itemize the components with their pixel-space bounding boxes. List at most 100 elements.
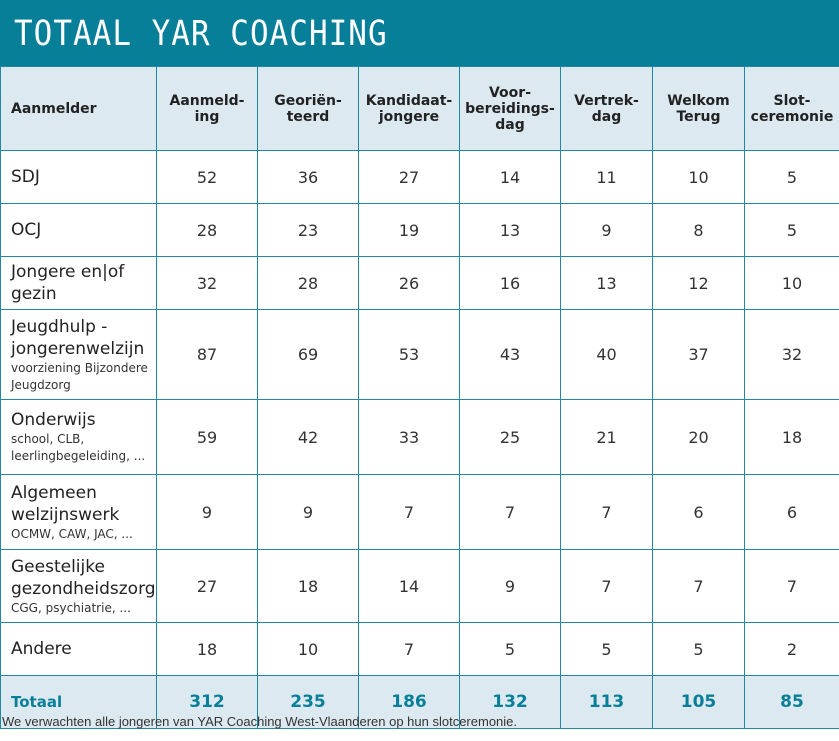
table-cell: 87 xyxy=(156,309,258,400)
table-cell: 5 xyxy=(744,203,839,257)
table-cell: 11 xyxy=(560,150,653,204)
table-cell: 53 xyxy=(358,309,460,400)
table-cell: 9 xyxy=(257,474,359,550)
table-cell: 32 xyxy=(156,256,258,310)
table-cell: 28 xyxy=(257,256,359,310)
header-text: bereidings- xyxy=(465,100,555,117)
title-banner: TOTAAL YAR COACHING xyxy=(0,0,839,66)
row-label: Andere xyxy=(0,622,157,676)
table-row: Onderwijs school, CLB, leerlingbegeleiding… xyxy=(0,399,839,475)
total-cell: 186 xyxy=(358,675,460,729)
table-row: Algemeen welzijnswerk OCMW, CAW, JAC, ... 9… xyxy=(0,474,839,550)
table-cell: 27 xyxy=(358,150,460,204)
total-cell: 105 xyxy=(652,675,745,729)
table-cell: 32 xyxy=(744,309,839,400)
table-cell: 7 xyxy=(560,474,653,550)
column-header: Welkom Terug xyxy=(652,66,745,151)
total-cell: 85 xyxy=(744,675,839,729)
table-cell: 7 xyxy=(459,474,561,550)
column-header: Aanmeld-ing xyxy=(156,66,258,151)
table-cell: 23 xyxy=(257,203,359,257)
table-cell: 33 xyxy=(358,399,460,475)
table-cell: 20 xyxy=(652,399,745,475)
header-text: ing xyxy=(194,108,220,125)
row-label-text: Andere xyxy=(11,639,72,659)
total-cell: 235 xyxy=(257,675,359,729)
header-text: ceremonie xyxy=(750,108,834,125)
table-cell: 9 xyxy=(560,203,653,257)
total-label: Totaal xyxy=(0,675,157,729)
table-cell: 8 xyxy=(652,203,745,257)
row-label-text: jongerenwelzijn xyxy=(11,338,145,359)
table-cell: 36 xyxy=(257,150,359,204)
table-cell: 7 xyxy=(358,622,460,676)
table-cell: 10 xyxy=(744,256,839,310)
header-text: Aanmelder xyxy=(11,100,97,117)
table-cell: 13 xyxy=(560,256,653,310)
total-row: Totaal 312 235 186 132 113 105 85 xyxy=(0,675,839,729)
row-label: Geestelijke gezondheidszorg CGG, psychiatr… xyxy=(0,549,157,623)
table-cell: 5 xyxy=(459,622,561,676)
row-label: Onderwijs school, CLB, leerlingbegeleiding… xyxy=(0,399,157,475)
table-cell: 27 xyxy=(156,549,258,623)
header-text: Slot- xyxy=(773,92,811,109)
table-cell: 37 xyxy=(652,309,745,400)
row-label: Jeugdhulp - jongerenwelzijn voorziening Bi… xyxy=(0,309,157,400)
table-cell: 12 xyxy=(652,256,745,310)
row-label-detail: voorziening Bijzondere xyxy=(11,360,148,375)
row-label-text: Onderwijs xyxy=(11,410,96,430)
column-header: Slot-ceremonie xyxy=(744,66,839,151)
row-label-detail: Jeugdzorg xyxy=(11,377,71,392)
table-cell: 42 xyxy=(257,399,359,475)
table-row: OCJ 28 23 19 13 9 8 5 xyxy=(0,203,839,257)
header-text: jongere xyxy=(378,108,440,125)
table-cell: 7 xyxy=(744,549,839,623)
table-cell: 26 xyxy=(358,256,460,310)
table-cell: 5 xyxy=(652,622,745,676)
row-label: Algemeen welzijnswerk OCMW, CAW, JAC, ... xyxy=(0,474,157,550)
table-cell: 52 xyxy=(156,150,258,204)
header-text: Welkom xyxy=(667,92,730,109)
row-label-text: gezin xyxy=(11,284,57,304)
header-text: teerd xyxy=(286,108,330,125)
row-label-text: welzijnswerk xyxy=(11,504,120,525)
table-cell: 18 xyxy=(156,622,258,676)
table-cell: 40 xyxy=(560,309,653,400)
row-label-text: Jeugdhulp - xyxy=(11,316,108,337)
header-text: Voor- xyxy=(488,84,532,101)
column-header: Voor-bereidings-dag xyxy=(459,66,561,151)
header-text: Aanmeld- xyxy=(169,92,245,109)
table-cell: 9 xyxy=(156,474,258,550)
table-cell: 14 xyxy=(459,150,561,204)
row-label-text: OCJ xyxy=(11,220,42,240)
row-label-text: Geestelijke xyxy=(11,556,105,577)
table-row: Jongere en|of gezin 32 28 26 16 13 12 10 xyxy=(0,256,839,310)
row-label-text: Algemeen xyxy=(11,482,97,503)
table-cell: 10 xyxy=(652,150,745,204)
table-cell: 5 xyxy=(744,150,839,204)
footnote: We verwachten alle jongeren van YAR Coac… xyxy=(2,714,518,729)
header-row: Aanmelder Aanmeld-ing Georiën-teerd Kandida… xyxy=(0,66,839,151)
row-label-detail: leerlingbegeleiding, ... xyxy=(11,449,146,463)
table-cell: 16 xyxy=(459,256,561,310)
row-label-text: SDJ xyxy=(11,167,40,187)
table-cell: 10 xyxy=(257,622,359,676)
table-cell: 13 xyxy=(459,203,561,257)
page-title: TOTAAL YAR COACHING xyxy=(14,13,388,55)
column-header: Georiën-teerd xyxy=(257,66,359,151)
table-cell: 28 xyxy=(156,203,258,257)
table-cell: 18 xyxy=(257,549,359,623)
table-cell: 25 xyxy=(459,399,561,475)
header-text: Vertrek- xyxy=(574,92,639,109)
table-row: SDJ 52 36 27 14 11 10 5 xyxy=(0,150,839,204)
table-cell: 7 xyxy=(560,549,653,623)
column-header: Kandidaat-jongere xyxy=(358,66,460,151)
header-text: dag xyxy=(591,108,622,125)
coaching-table: Aanmelder Aanmeld-ing Georiën-teerd Kandida… xyxy=(0,66,839,729)
table-cell: 7 xyxy=(358,474,460,550)
total-cell: 132 xyxy=(459,675,561,729)
header-text: Georiën- xyxy=(274,92,342,109)
table-row: Andere 18 10 7 5 5 5 2 xyxy=(0,622,839,676)
table-cell: 14 xyxy=(358,549,460,623)
table-cell: 19 xyxy=(358,203,460,257)
